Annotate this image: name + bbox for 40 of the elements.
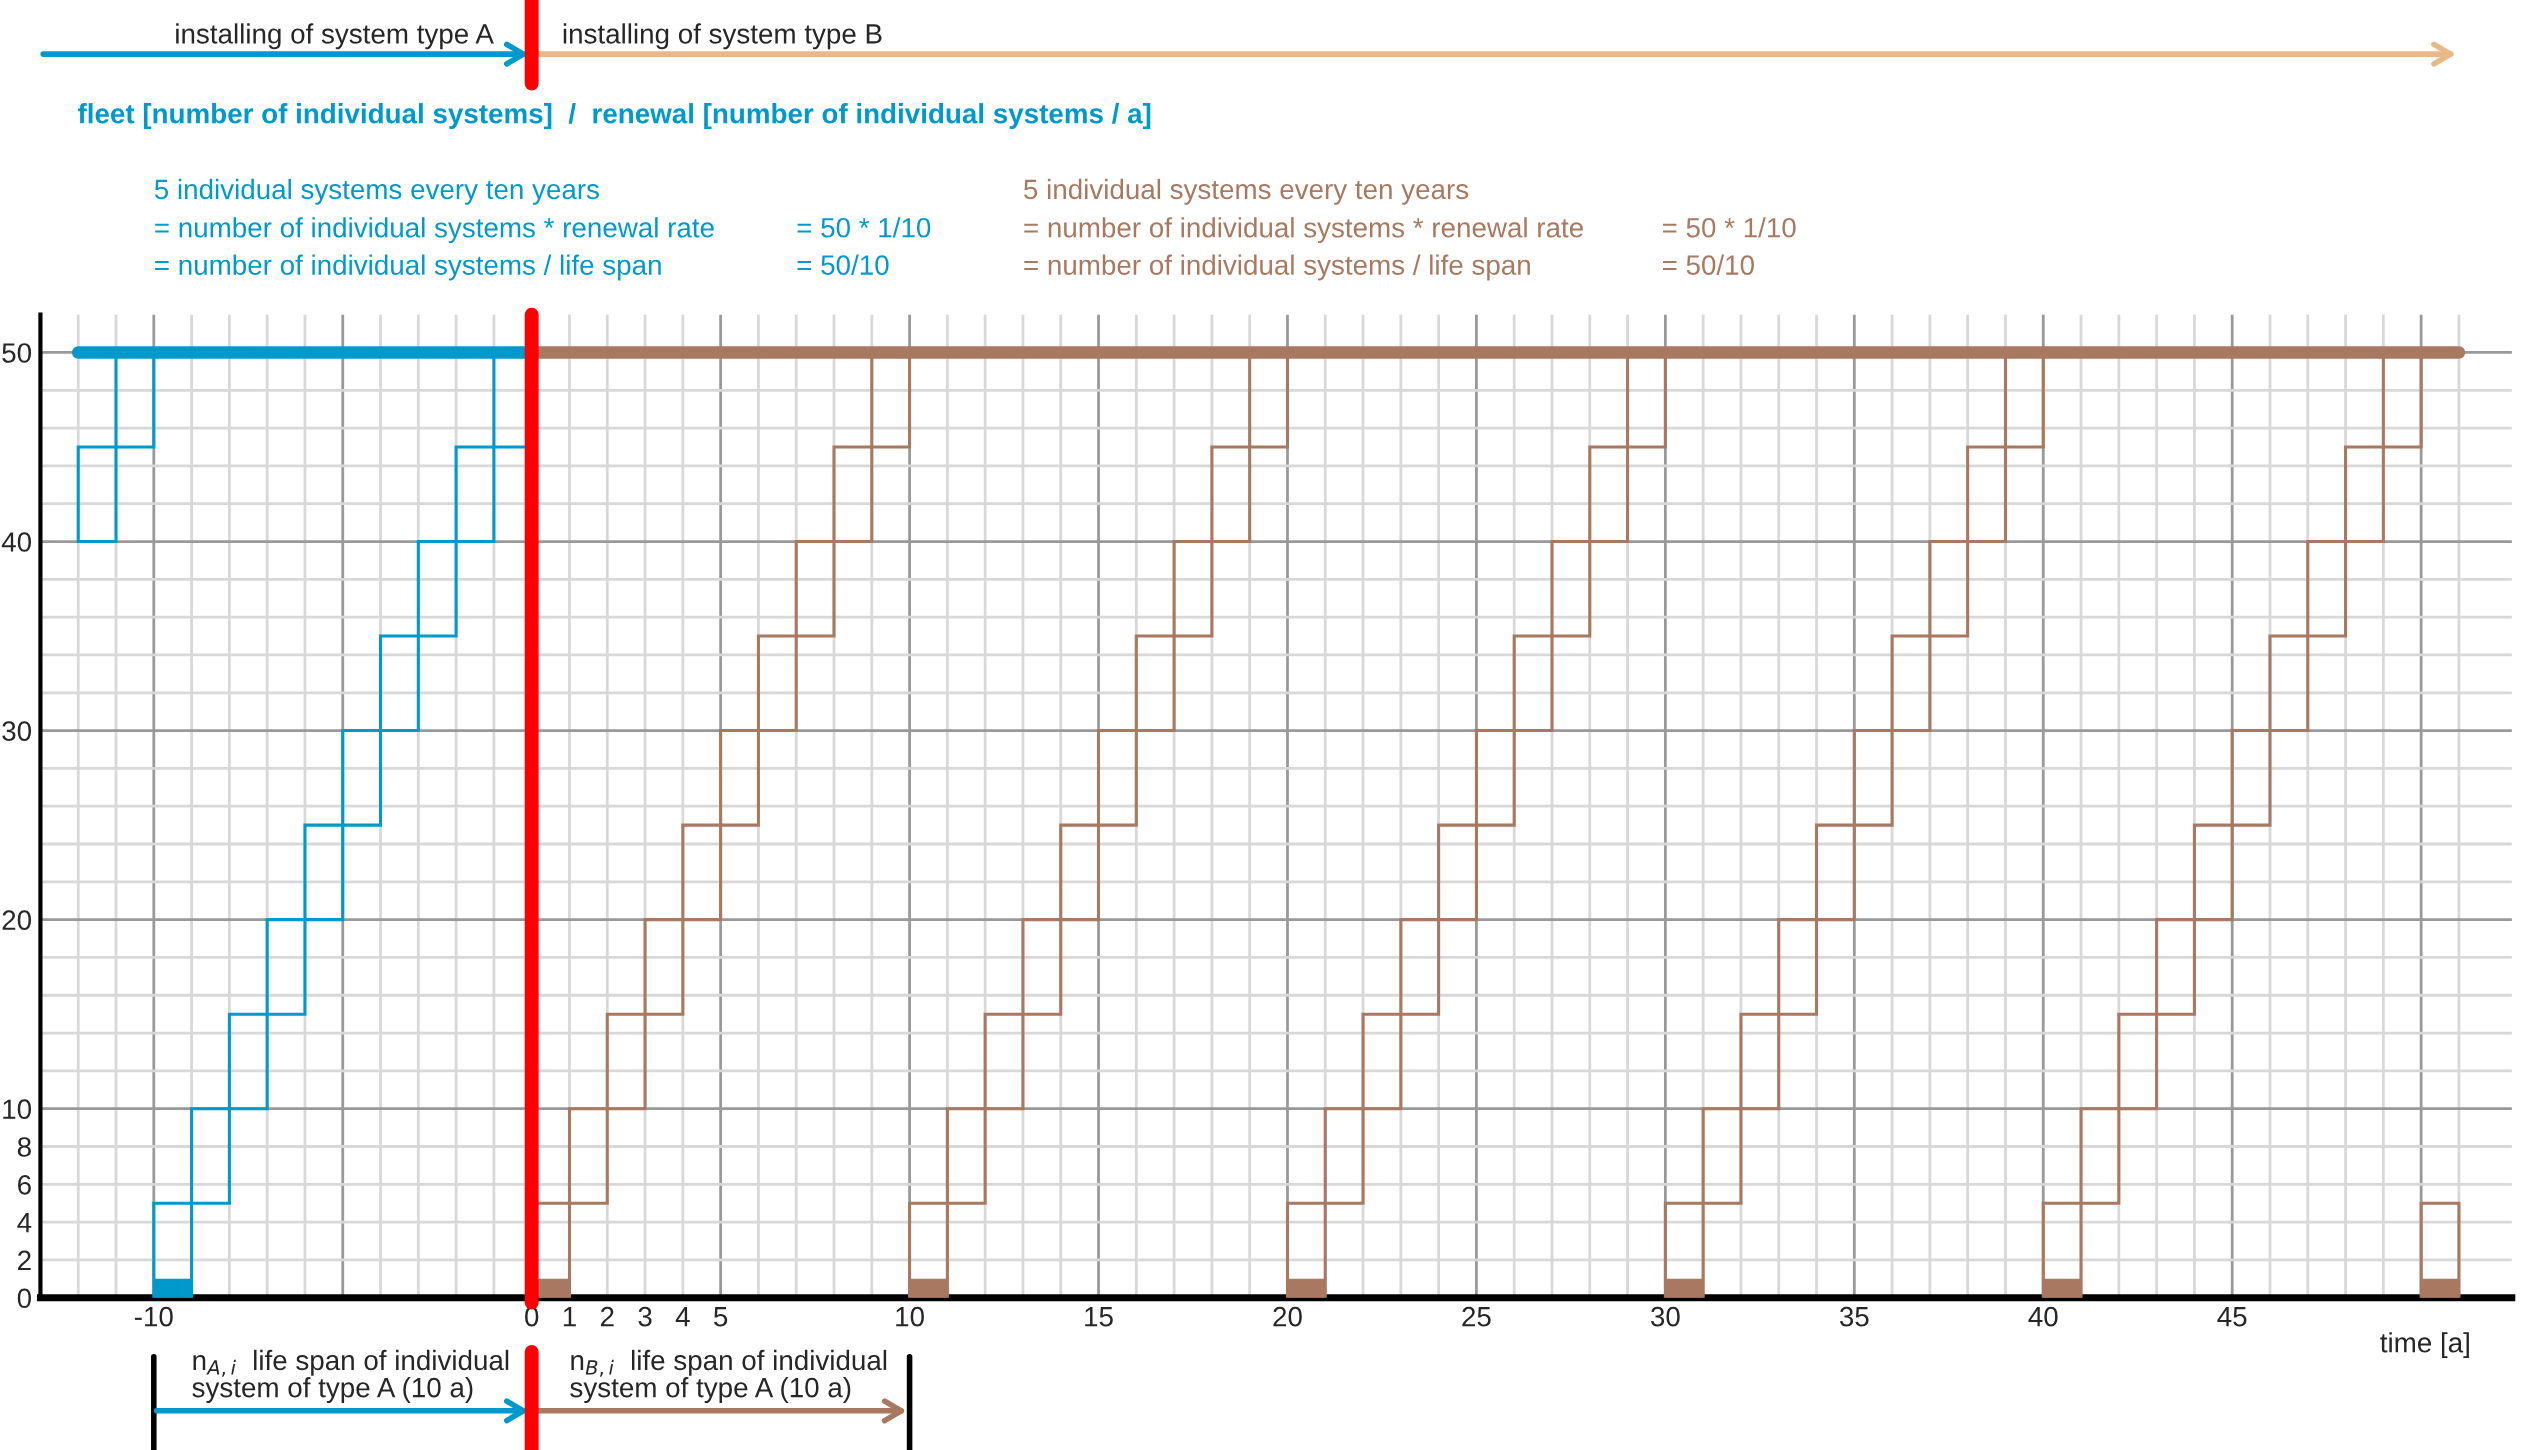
- text: installing of system type A: [176, 23, 494, 50]
- y-tick-label: 40: [1, 532, 32, 552]
- text: 5 individual systems every ten years: [154, 178, 599, 205]
- y-tick-label: 20: [2, 910, 32, 930]
- x-axis-title: time [a]: [2380, 1332, 2469, 1359]
- y-tick-label: 2: [18, 1250, 31, 1270]
- text: = 50 * 1/10: [1662, 217, 1796, 238]
- x-tick-label: 15: [1085, 1307, 1113, 1327]
- text: = number of individual systems * renewal rate: [155, 217, 714, 244]
- text: = number of individual systems / life span: [1024, 254, 1530, 281]
- y-tick-label: 0: [17, 1288, 32, 1309]
- text: = number of individual systems * renewal rate: [1024, 217, 1583, 244]
- x-tick-label: 2: [600, 1306, 614, 1327]
- text: installing of system type B: [563, 23, 882, 50]
- y-tick-label: 8: [17, 1137, 31, 1157]
- text: = 50 * 1/10: [797, 217, 931, 238]
- text: n$_{B,i}$ life span of individual system of type A (10 a): [570, 1349, 887, 1403]
- text: = 50/10: [1662, 254, 1754, 275]
- y-tick-label: 30: [2, 721, 32, 741]
- x-tick-label: -10: [134, 1306, 173, 1327]
- text: = number of individual systems / life span: [155, 254, 661, 281]
- x-tick-label: 3: [638, 1306, 652, 1327]
- x-tick-label: 1: [563, 1307, 576, 1327]
- x-tick-label: 40: [2028, 1306, 2058, 1327]
- x-tick-label: 30: [1650, 1306, 1680, 1327]
- x-tick-label: 45: [2217, 1307, 2247, 1327]
- x-tick-label: 5: [714, 1307, 728, 1327]
- x-tick-label: 25: [1462, 1306, 1491, 1327]
- y-tick-label: 6: [18, 1174, 31, 1195]
- x-tick-label: 35: [1839, 1306, 1869, 1327]
- x-tick-label: 4: [675, 1307, 690, 1327]
- text: n$_{A,i}$ life span of individual system of type A (10 a): [192, 1349, 509, 1403]
- x-tick-label: 10: [896, 1306, 924, 1327]
- y-tick-label: 4: [17, 1213, 32, 1233]
- text: = 50/10: [797, 254, 889, 275]
- y-tick-label: 50: [2, 343, 32, 363]
- x-tick-label: 20: [1273, 1306, 1302, 1327]
- text: 5 individual systems every ten years: [1024, 178, 1469, 205]
- text: fleet [number of individual systems] / renewal [number of individual systems / a]: [77, 103, 1151, 130]
- y-tick-label: 10: [3, 1099, 32, 1120]
